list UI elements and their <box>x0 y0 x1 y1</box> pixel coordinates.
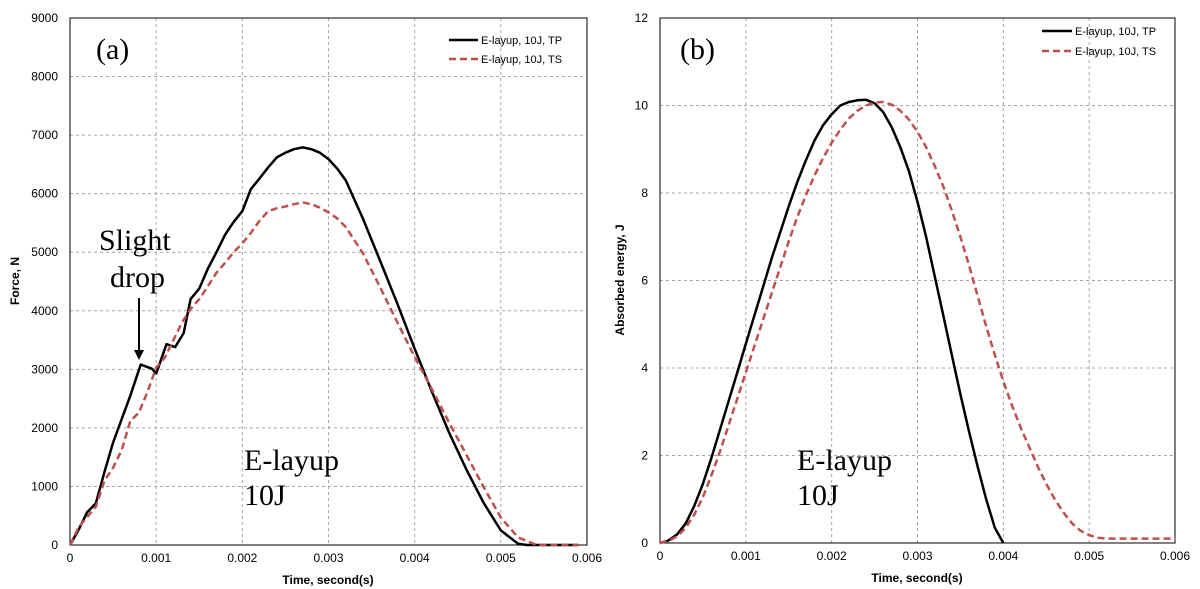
panel-b-grid <box>660 18 1175 543</box>
panel-a-x-tick-label: 0.005 <box>486 551 516 565</box>
panel-a-x-tick-label: 0 <box>67 551 74 565</box>
panel-b-y-tick-label: 8 <box>641 186 648 200</box>
panel-b-legend-tp: E-layup, 10J, TP <box>1075 26 1156 38</box>
panel-b-x-tick-label: 0.006 <box>1160 549 1190 563</box>
panel-b-plot-frame <box>659 17 1176 544</box>
panel-b-y-tick-label: 0 <box>641 536 648 550</box>
panel-a-x-tick-label: 0.003 <box>313 551 343 565</box>
panel-b: 0 2 4 6 8 10 12 0 0.001 0.002 0.003 0.004 0.005 0.00… <box>613 11 1190 585</box>
panel-a-x-tick-label: 0.002 <box>227 551 257 565</box>
panel-b-x-tick-label: 0 <box>657 549 664 563</box>
panel-b-x-ticks: 0 0.001 0.002 0.003 0.004 0.005 0.006 <box>657 549 1191 563</box>
panel-a-y-tick-label: 3000 <box>31 362 58 376</box>
panel-a-series <box>68 146 579 547</box>
panel-a-y-tick-label: 6000 <box>31 187 58 201</box>
slight-drop-annotation-line-2: drop <box>110 261 165 294</box>
panel-a-series-tp-line <box>68 146 579 547</box>
panel-b-series-ts-line <box>659 100 1175 545</box>
panel-a-grid <box>70 18 587 545</box>
panel-b-y-ticks: 0 2 4 6 8 10 12 <box>635 11 649 550</box>
panel-b-y-tick-label: 2 <box>641 449 648 463</box>
panel-b-legend-ts: E-layup, 10J, TS <box>1075 46 1156 58</box>
panel-b-y-tick-label: 6 <box>641 274 648 288</box>
panel-a-series-ts-line <box>68 201 579 547</box>
panel-b-series <box>659 98 1175 545</box>
panel-a-y-tick-label: 7000 <box>31 128 58 142</box>
panel-a-legend-tp: E-layup, 10J, TP <box>481 35 562 47</box>
panel-a-y-tick-label: 9000 <box>31 11 58 25</box>
panel-a-y-tick-label: 5000 <box>31 245 58 259</box>
panel-a-legend-ts: E-layup, 10J, TS <box>481 54 562 66</box>
panel-b-x-tick-label: 0.004 <box>988 549 1018 563</box>
panel-b-x-axis-label: Time, second(s) <box>871 571 962 585</box>
panel-b-annotation-line-2: 10J <box>797 479 839 512</box>
panel-b-x-tick-label: 0.002 <box>817 549 847 563</box>
panel-b-y-tick-label: 12 <box>635 11 649 25</box>
panel-a-plot-frame <box>69 17 588 546</box>
panel-b-annotation-line-1: E-layup <box>797 444 892 477</box>
panel-a-y-axis-label: Force, N <box>8 257 22 305</box>
panel-b-x-tick-label: 0.003 <box>902 549 932 563</box>
panel-b-y-tick-label: 10 <box>635 99 649 113</box>
panel-a-x-ticks: 0 0.001 0.002 0.003 0.004 0.005 0.006 <box>67 551 603 565</box>
panel-b-x-tick-label: 0.005 <box>1074 549 1104 563</box>
panel-a-legend: E-layup, 10J, TP E-layup, 10J, TS <box>449 35 562 66</box>
panel-b-label: (b) <box>680 33 715 66</box>
panel-a-annotation-line-1: E-layup <box>244 444 339 477</box>
panel-a-y-tick-label: 2000 <box>31 421 58 435</box>
panel-b-x-tick-label: 0.001 <box>731 549 761 563</box>
panel-b-legend: E-layup, 10J, TP E-layup, 10J, TS <box>1042 26 1156 58</box>
panel-a-y-tick-label: 1000 <box>31 479 58 493</box>
panel-a-x-tick-label: 0.004 <box>400 551 430 565</box>
panel-a-x-tick-label: 0.001 <box>141 551 171 565</box>
panel-a-x-tick-label: 0.006 <box>572 551 602 565</box>
slight-drop-annotation-line-1: Slight <box>99 224 171 257</box>
panel-a-y-tick-label: 8000 <box>31 70 58 84</box>
panel-a-annotation-line-2: 10J <box>244 479 286 512</box>
panel-a-label: (a) <box>96 33 129 66</box>
panel-b-y-axis-label: Absorbed energy, J <box>613 224 627 335</box>
panel-b-series-tp-line <box>659 98 1005 545</box>
panel-a-y-tick-label: 4000 <box>31 304 58 318</box>
panel-a-y-tick-label: 0 <box>51 538 58 552</box>
panel-b-y-tick-label: 4 <box>641 361 648 375</box>
panel-a-x-axis-label: Time, second(s) <box>282 573 373 587</box>
panel-a-y-ticks: 0 1000 2000 3000 4000 5000 6000 7000 8000 9000 <box>31 11 58 552</box>
